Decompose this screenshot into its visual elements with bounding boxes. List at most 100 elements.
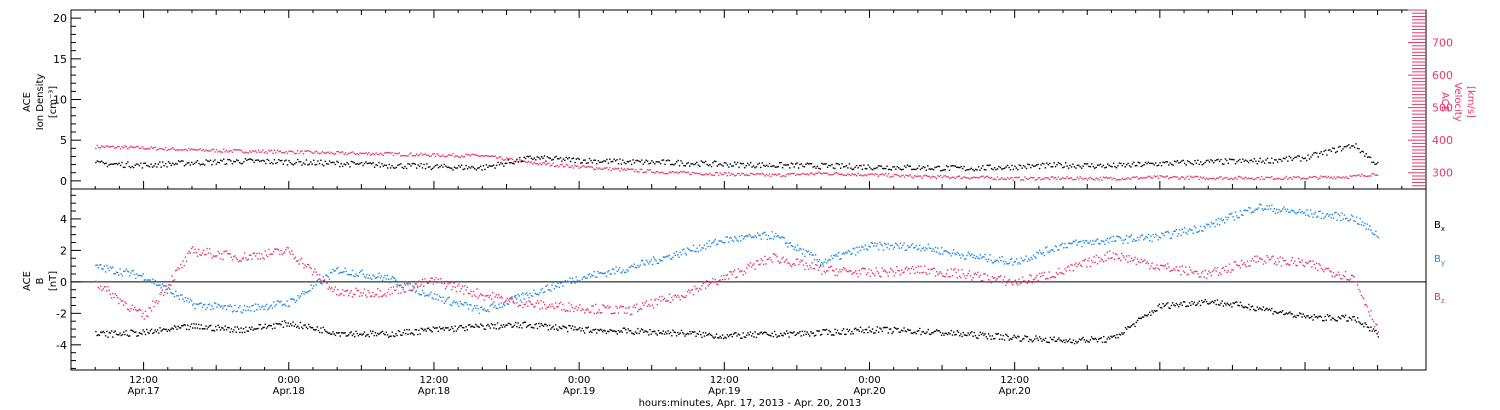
- velocity-point: [945, 176, 948, 178]
- by-point: [1262, 209, 1265, 211]
- by-point: [1377, 237, 1379, 239]
- bz-point: [1243, 262, 1245, 264]
- by-point: [1146, 236, 1148, 239]
- bx-point: [1259, 307, 1261, 309]
- by-point: [371, 278, 373, 280]
- bz-point: [1344, 270, 1347, 273]
- velocity-point: [641, 168, 643, 171]
- bx-point: [253, 328, 256, 330]
- bx-point: [110, 330, 113, 332]
- velocity-point: [744, 174, 746, 176]
- by-point: [183, 300, 185, 303]
- by-point: [643, 263, 645, 265]
- bz-point: [423, 285, 425, 287]
- bx-point: [619, 331, 621, 333]
- density-point: [977, 166, 980, 168]
- by-point: [265, 303, 268, 306]
- bz-point: [1115, 253, 1117, 255]
- by-point: [576, 279, 579, 281]
- bx-point: [424, 328, 426, 330]
- by-point: [835, 253, 837, 256]
- density-point: [1345, 146, 1347, 148]
- velocity-point: [295, 152, 297, 155]
- density-point: [577, 157, 579, 160]
- velocity-point: [310, 151, 312, 153]
- bx-point: [955, 333, 957, 336]
- velocity-point: [966, 177, 968, 179]
- bx-point: [663, 333, 666, 335]
- density-point: [961, 167, 964, 170]
- density-point: [638, 160, 640, 162]
- density-point: [421, 167, 424, 169]
- bz-point: [1005, 284, 1007, 286]
- velocity-point: [1377, 174, 1379, 176]
- by-point: [715, 244, 718, 246]
- bz-point: [951, 274, 954, 277]
- bz-point: [1226, 271, 1228, 274]
- density-point: [681, 162, 684, 164]
- density-point: [472, 166, 475, 169]
- bx-point: [1185, 305, 1187, 308]
- velocity-point: [610, 169, 612, 172]
- by-point: [429, 293, 431, 296]
- density-point: [741, 163, 743, 165]
- bz-point: [131, 304, 133, 306]
- bz-point: [614, 312, 616, 314]
- bz-point: [1099, 260, 1101, 262]
- velocity-point: [1333, 176, 1335, 178]
- density-point: [1194, 160, 1196, 162]
- bx-point: [292, 321, 294, 323]
- bx-point: [695, 335, 697, 337]
- bx-point: [236, 326, 239, 328]
- velocity-point: [864, 174, 866, 176]
- by-point: [1254, 209, 1256, 212]
- velocity-point: [988, 176, 990, 179]
- by-point: [917, 248, 920, 250]
- by-point: [223, 305, 225, 307]
- bx-point: [922, 331, 925, 333]
- bz-point: [723, 274, 725, 277]
- density-point: [233, 160, 235, 163]
- bx-point: [692, 331, 695, 333]
- bz-point: [1248, 265, 1250, 267]
- by-point: [452, 302, 454, 304]
- bz-point: [1032, 279, 1035, 281]
- bx-point: [688, 333, 690, 335]
- density-point: [103, 163, 106, 165]
- density-point: [983, 168, 986, 171]
- bx-point: [942, 332, 944, 334]
- bz-point: [501, 297, 504, 299]
- bx-point: [991, 335, 994, 337]
- bx-point: [1127, 326, 1129, 328]
- bx-point: [443, 329, 445, 331]
- density-point: [327, 163, 329, 165]
- by-point: [1100, 240, 1102, 242]
- bz-point: [636, 303, 638, 305]
- bz-point: [173, 279, 176, 281]
- density-point: [488, 165, 490, 167]
- bx-point: [1077, 340, 1079, 343]
- density-point: [1005, 166, 1007, 168]
- bx-point: [1245, 306, 1248, 309]
- bz-point: [637, 310, 639, 313]
- bx-point: [568, 324, 570, 327]
- density-point: [1317, 156, 1319, 158]
- by-point: [600, 272, 603, 274]
- density-point: [616, 159, 618, 161]
- by-point: [832, 257, 834, 260]
- bz-point: [1305, 261, 1307, 264]
- by-point: [292, 298, 294, 300]
- density-point: [340, 163, 342, 165]
- velocity-point: [591, 166, 594, 169]
- density-point: [1069, 164, 1071, 167]
- bz-point: [1047, 278, 1049, 280]
- bx-point: [565, 327, 568, 329]
- density-point: [169, 162, 171, 164]
- bz-point: [1222, 266, 1225, 269]
- by-point: [147, 279, 149, 281]
- bz-point: [310, 267, 312, 270]
- density-point: [583, 159, 585, 161]
- bz-point: [659, 296, 661, 298]
- bz-point: [1284, 259, 1286, 262]
- density-point: [906, 164, 909, 166]
